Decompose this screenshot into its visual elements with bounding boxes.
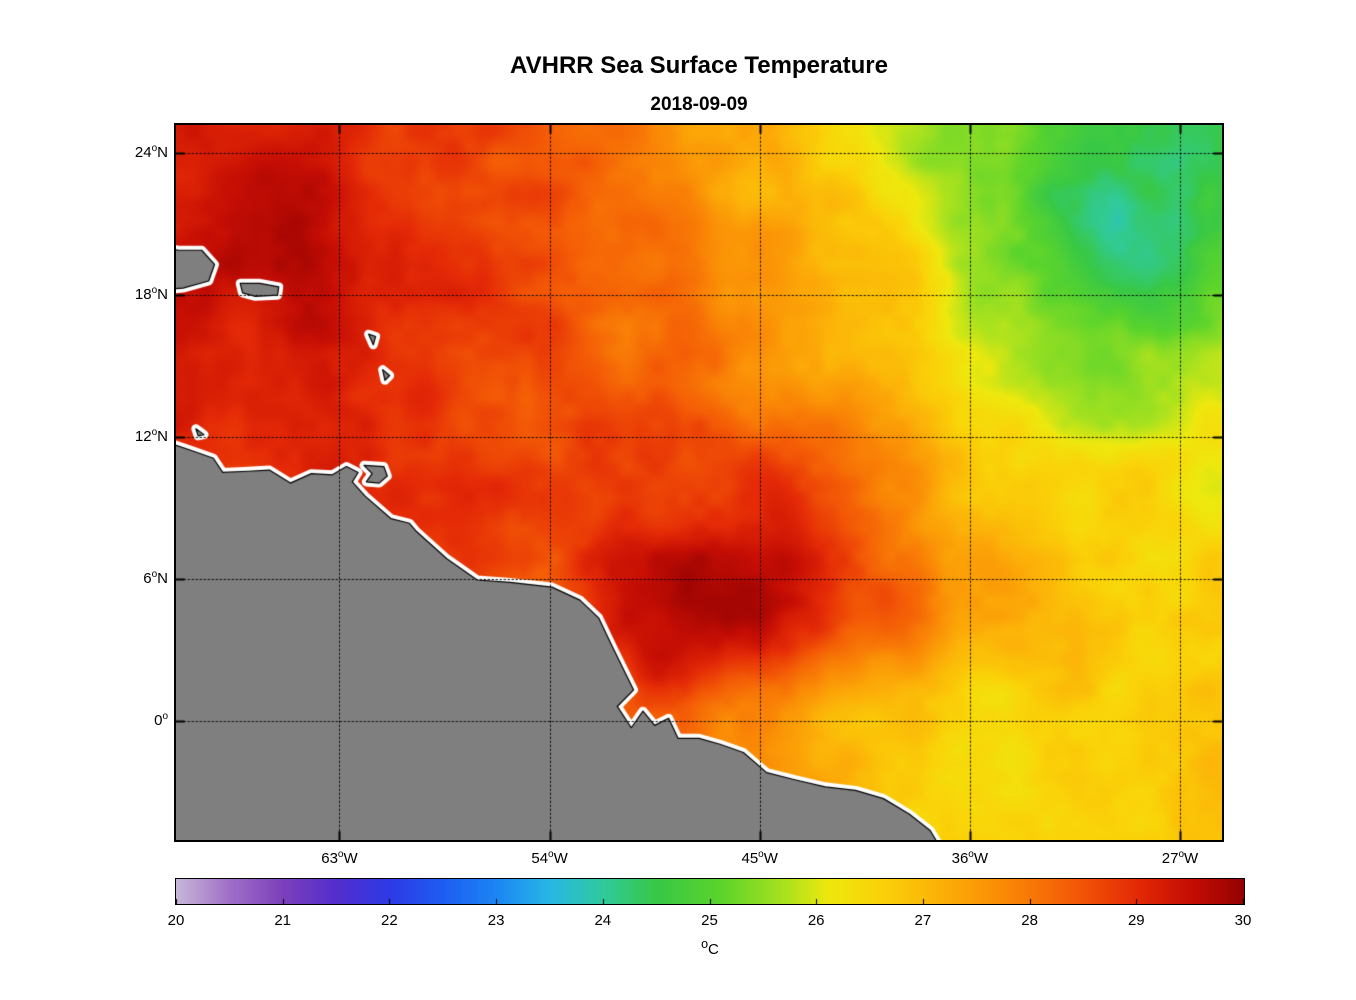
colorbar-tick-label: 22 bbox=[381, 912, 398, 929]
colorbar-tick-label: 23 bbox=[487, 912, 505, 929]
colorbar-tick-label: 30 bbox=[1234, 912, 1252, 929]
colorbar-tick-label: 24 bbox=[594, 912, 612, 929]
figure-date-subtitle: 2018-09-09 bbox=[650, 94, 748, 115]
sst-heatmap-canvas bbox=[176, 125, 1222, 840]
colorbar-tick-label: 27 bbox=[914, 912, 932, 929]
colorbar-tick-label: 29 bbox=[1127, 912, 1145, 929]
y-axis-tick-label: 12oN bbox=[134, 427, 168, 446]
colorbar-tick-label: 26 bbox=[807, 912, 825, 929]
figure-title: AVHRR Sea Surface Temperature bbox=[510, 52, 888, 79]
map-plot-area bbox=[174, 123, 1224, 842]
colorbar-tick-label: 25 bbox=[701, 912, 718, 929]
x-axis-tick-label: 36oW bbox=[951, 849, 989, 868]
colorbar bbox=[175, 878, 1245, 905]
y-axis-tick-label: 6oN bbox=[143, 568, 168, 587]
colorbar-tick-label: 28 bbox=[1021, 912, 1038, 929]
colorbar-unit-label: oC bbox=[701, 937, 719, 958]
colorbar-gradient-canvas bbox=[176, 879, 1244, 904]
y-axis-tick-label: 18oN bbox=[134, 285, 168, 304]
x-axis-tick-label: 63oW bbox=[321, 849, 358, 868]
x-axis-tick-label: 54oW bbox=[531, 849, 568, 868]
x-axis-tick-label: 45oW bbox=[741, 849, 778, 868]
y-axis-tick-label: 0o bbox=[154, 710, 168, 729]
x-axis-tick-label: 27oW bbox=[1161, 849, 1199, 868]
colorbar-tick-label: 20 bbox=[167, 912, 185, 929]
colorbar-tick-label: 21 bbox=[274, 912, 292, 929]
y-axis-tick-label: 24oN bbox=[134, 143, 168, 162]
